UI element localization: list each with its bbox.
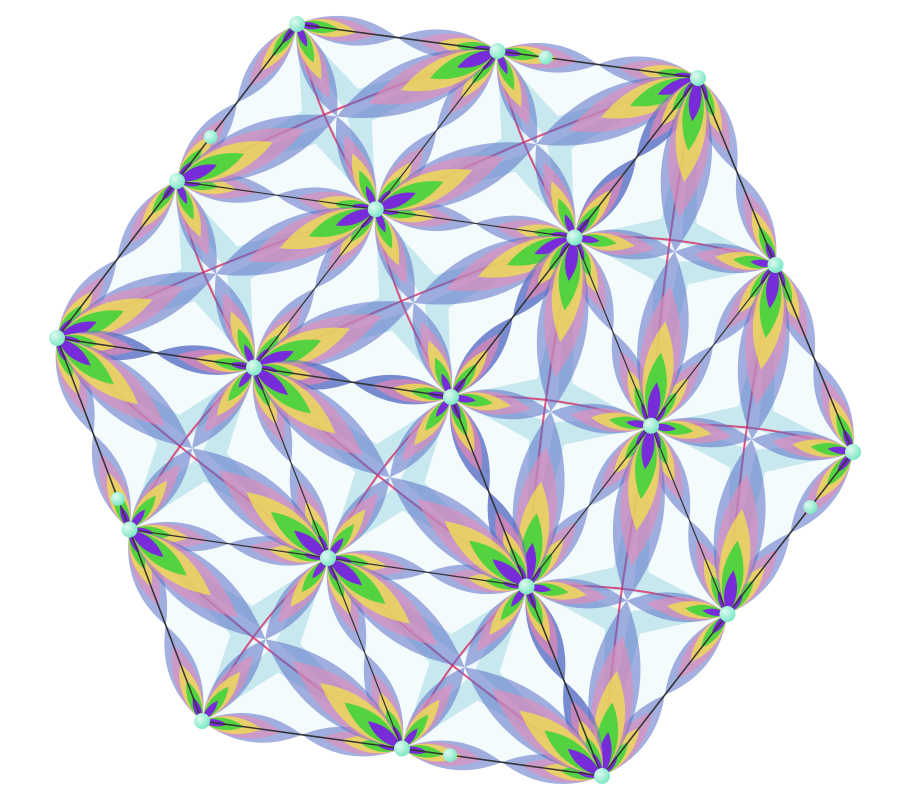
lattice-node <box>194 713 210 729</box>
lattice-node <box>367 201 384 218</box>
cell-star-core <box>696 343 808 536</box>
lattice-node <box>690 70 706 86</box>
edge-node <box>203 130 218 145</box>
flower-petal <box>328 558 363 586</box>
flower-petal <box>534 237 575 255</box>
flower-petal <box>375 192 416 210</box>
lattice-node <box>489 43 506 59</box>
cell-star-core <box>619 156 731 348</box>
lattice-node <box>246 359 262 376</box>
edge-node <box>803 500 818 515</box>
flower-petal <box>641 425 655 470</box>
flower-petal <box>57 338 91 366</box>
cell-star-core <box>495 315 606 508</box>
flower-petal <box>129 529 164 557</box>
flower-petal <box>565 237 578 282</box>
edge-node <box>768 258 783 272</box>
flower-petal <box>766 265 779 309</box>
edge-node <box>443 748 457 763</box>
flower-petal <box>254 367 288 395</box>
flower-petal <box>567 748 602 776</box>
lattice-node <box>643 417 659 434</box>
lattice-node <box>169 173 185 189</box>
cell-star-core <box>448 92 626 196</box>
lattice-node <box>594 768 610 784</box>
cube-nodes <box>49 16 861 784</box>
lattice-node <box>394 740 410 757</box>
lattice-node <box>320 550 336 566</box>
lattice-node <box>719 606 736 622</box>
edge-node <box>538 50 553 65</box>
lattice-node <box>121 521 138 538</box>
cell-star-core <box>248 65 426 168</box>
left-face-pattern <box>55 330 604 784</box>
flower-petal <box>724 570 738 614</box>
lattice-node <box>518 578 535 595</box>
flower-petal <box>657 77 698 95</box>
flower-petal <box>688 78 702 122</box>
flower-petal <box>367 721 402 749</box>
edge-node <box>110 491 125 506</box>
cell-star-core <box>128 222 304 326</box>
flower-petal <box>335 208 376 226</box>
lattice-node <box>289 16 305 32</box>
flower-petal <box>254 350 294 368</box>
lattice-node <box>566 229 583 246</box>
flower-petal <box>492 559 527 587</box>
flower-petal <box>294 530 328 558</box>
lattice-node <box>443 389 459 405</box>
flower-petal <box>647 382 661 426</box>
flower-petal <box>457 50 498 68</box>
flower-petal <box>57 321 97 339</box>
flower-petal <box>177 164 217 182</box>
lattice-node <box>49 330 65 346</box>
lattice-node <box>845 444 861 460</box>
cell-star-core <box>571 504 683 698</box>
cell-star-core <box>325 251 503 355</box>
